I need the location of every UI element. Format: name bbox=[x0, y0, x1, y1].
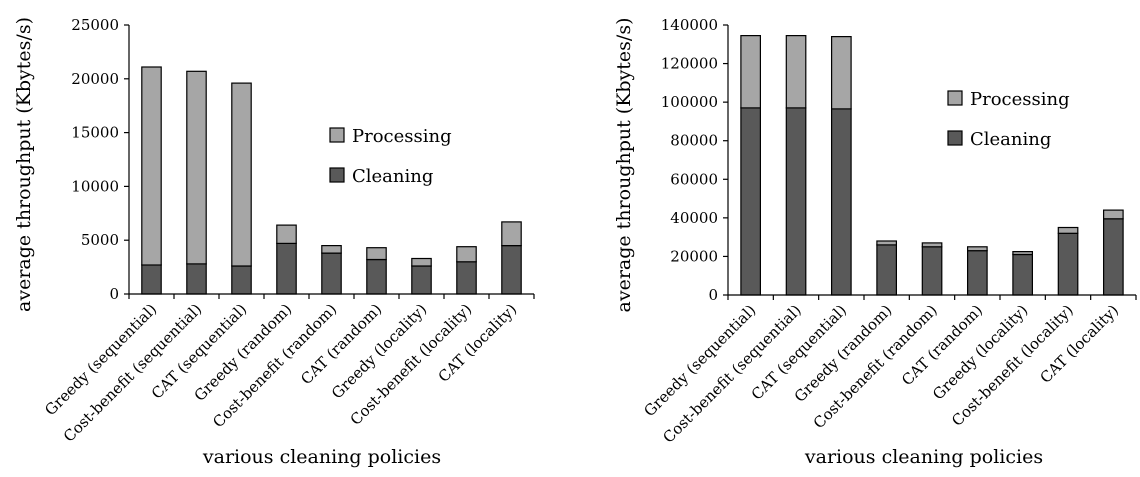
legend-swatch-processing bbox=[329, 127, 345, 143]
bar-processing-7 bbox=[1057, 226, 1079, 234]
y-tick-label-2: 10000 bbox=[71, 177, 119, 195]
bar-cleaning-7 bbox=[456, 261, 477, 295]
legend-label-cleaning: Cleaning bbox=[352, 166, 433, 187]
chart-right: 020000400006000080000100000120000140000G… bbox=[613, 16, 1137, 468]
y-tick-label-1: 20000 bbox=[670, 247, 718, 265]
bar-processing-7 bbox=[456, 246, 477, 263]
x-axis-title: various cleaning policies bbox=[202, 446, 441, 468]
legend-swatch-processing bbox=[947, 90, 963, 106]
bar-processing-0 bbox=[141, 66, 162, 266]
y-tick-label-3: 15000 bbox=[71, 124, 119, 142]
bar-cleaning-7 bbox=[1057, 232, 1079, 296]
bar-cleaning-3 bbox=[876, 244, 898, 296]
y-tick-label-5: 100000 bbox=[661, 93, 718, 111]
y-axis-title: average throughput (Kbytes/s) bbox=[613, 18, 635, 313]
bar-cleaning-4 bbox=[321, 252, 342, 295]
y-tick-label-2: 40000 bbox=[670, 209, 718, 227]
bar-processing-8 bbox=[501, 221, 522, 247]
bar-processing-3 bbox=[276, 224, 297, 245]
bar-cleaning-2 bbox=[231, 265, 252, 295]
legend-label-processing: Processing bbox=[352, 126, 452, 147]
bar-cleaning-0 bbox=[141, 264, 162, 295]
bar-cleaning-8 bbox=[1102, 218, 1124, 296]
bar-cleaning-5 bbox=[366, 259, 387, 295]
bar-processing-1 bbox=[785, 34, 807, 109]
bar-processing-5 bbox=[366, 247, 387, 261]
bar-cleaning-2 bbox=[830, 108, 852, 296]
bar-cleaning-0 bbox=[740, 107, 762, 296]
bar-cleaning-8 bbox=[501, 245, 522, 295]
y-tick-label-0: 0 bbox=[708, 286, 718, 304]
bar-processing-4 bbox=[321, 245, 342, 254]
bar-processing-8 bbox=[1102, 209, 1124, 220]
x-axis-title: various cleaning policies bbox=[804, 446, 1043, 468]
x-category-label-5: CAT (random) bbox=[898, 301, 986, 389]
y-tick-label-3: 60000 bbox=[670, 170, 718, 188]
bar-cleaning-1 bbox=[186, 263, 207, 295]
x-category-label-8: CAT (locality) bbox=[435, 300, 521, 386]
legend-label-processing: Processing bbox=[970, 89, 1070, 110]
bar-processing-4 bbox=[921, 242, 943, 248]
bar-cleaning-4 bbox=[921, 246, 943, 296]
legend-swatch-cleaning bbox=[947, 130, 963, 146]
bar-processing-2 bbox=[231, 82, 252, 267]
x-category-label-5: CAT (random) bbox=[297, 300, 385, 388]
bar-processing-6 bbox=[411, 257, 432, 267]
y-tick-label-6: 120000 bbox=[661, 55, 718, 73]
bar-cleaning-1 bbox=[785, 107, 807, 296]
legend-swatch-cleaning bbox=[329, 167, 345, 183]
bar-processing-2 bbox=[830, 35, 852, 110]
bar-processing-5 bbox=[966, 246, 988, 252]
legend-label-cleaning: Cleaning bbox=[970, 129, 1051, 150]
y-axis-title: average throughput (Kbytes/s) bbox=[13, 17, 35, 312]
y-tick-label-1: 5000 bbox=[81, 231, 119, 249]
bar-cleaning-3 bbox=[276, 242, 297, 295]
bar-processing-3 bbox=[876, 240, 898, 246]
bar-processing-6 bbox=[1012, 251, 1034, 256]
bar-processing-1 bbox=[186, 70, 207, 265]
y-tick-label-0: 0 bbox=[109, 285, 119, 303]
y-tick-label-5: 25000 bbox=[71, 16, 119, 34]
bar-cleaning-6 bbox=[1012, 253, 1034, 296]
y-tick-label-4: 80000 bbox=[670, 132, 718, 150]
y-tick-label-4: 20000 bbox=[71, 70, 119, 88]
bar-cleaning-6 bbox=[411, 265, 432, 295]
bar-processing-0 bbox=[740, 34, 762, 109]
y-tick-label-7: 140000 bbox=[661, 16, 718, 34]
bar-cleaning-5 bbox=[966, 250, 988, 296]
x-category-label-8: CAT (locality) bbox=[1036, 301, 1122, 387]
